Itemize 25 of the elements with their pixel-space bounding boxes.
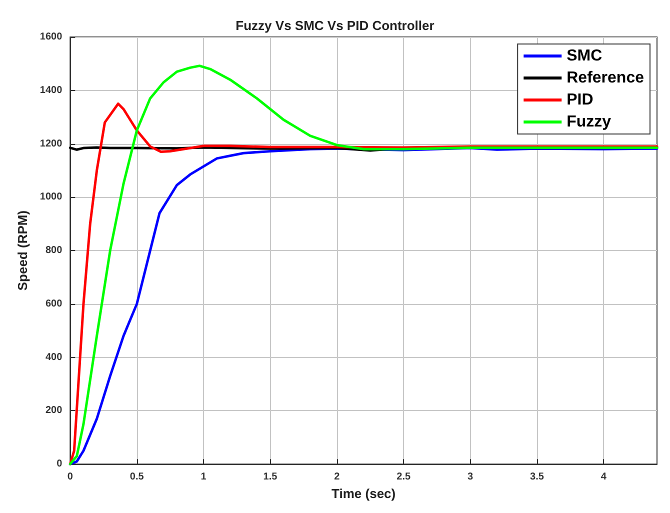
y-tick-label: 200: [45, 405, 63, 416]
x-tick-label: 3.5: [530, 472, 544, 483]
x-tick-label: 1.5: [263, 472, 278, 483]
x-tick-label: 3: [467, 472, 474, 483]
legend-label: PID: [566, 92, 594, 108]
x-tick-label: 0: [67, 472, 74, 483]
y-tick-label: 600: [45, 298, 63, 310]
legend-label: Fuzzy: [566, 114, 612, 130]
y-tick-label: 1200: [40, 138, 63, 150]
y-tick-label: 400: [45, 352, 63, 363]
x-tick-label: 2: [334, 472, 340, 483]
legend-label: SMC: [566, 48, 603, 64]
y-axis-title: Speed (RPM): [15, 210, 30, 291]
y-tick-label: 1000: [40, 192, 63, 203]
x-tick-label: 2.5: [396, 472, 411, 483]
y-tick-label: 0: [56, 458, 63, 470]
legend-label: Reference: [566, 70, 644, 86]
y-tick-label: 1400: [40, 84, 63, 96]
x-tick-label: 4: [600, 472, 607, 483]
y-tick-label: 1600: [40, 32, 63, 42]
chart-title: Fuzzy Vs SMC Vs PID Controller: [236, 18, 434, 33]
x-axis-title: Time (sec): [332, 486, 396, 501]
y-tick-label: 800: [45, 245, 63, 256]
x-tick-label: 0.5: [130, 472, 144, 483]
x-tick-label: 1: [200, 472, 207, 483]
